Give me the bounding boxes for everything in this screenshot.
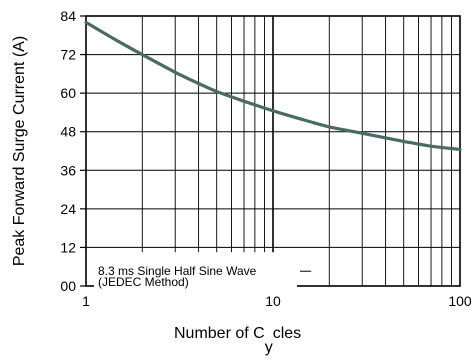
y-tick-label: 12: [60, 239, 76, 255]
x-tick-label: 100: [448, 293, 472, 309]
annotation: 8.3 ms Single Half Sine Wave (JEDEC Meth…: [94, 252, 312, 289]
y-tick-labels: 00 12 24 36 48 60 72 84: [60, 8, 76, 294]
x-axis-title-part-3: cles: [273, 325, 301, 342]
x-axis-title: Number of Cycles: [174, 325, 301, 356]
x-tick-label: 10: [265, 293, 281, 309]
y-tick-label: 36: [60, 162, 76, 178]
grid-lines: [86, 16, 460, 286]
y-tick-label: 24: [60, 201, 76, 217]
axes: [80, 15, 461, 287]
y-axis-title: Peak Forward Surge Current (A): [11, 36, 28, 266]
y-tick-label: 00: [60, 278, 76, 294]
x-tick-label: 1: [82, 293, 90, 309]
x-axis-title-part-2: y: [265, 339, 273, 356]
y-tick-label: 72: [60, 47, 76, 63]
series-group: [84, 20, 462, 151]
y-tick-label: 48: [60, 124, 76, 140]
x-axis-title-part-1: Number of C: [174, 325, 265, 342]
annotation-line-1: 8.3 ms Single Half Sine Wave: [98, 264, 257, 278]
y-tick-label: 60: [60, 85, 76, 101]
series-line: [84, 20, 462, 151]
annotation-background: [94, 252, 297, 289]
x-tick-labels: 1 10 100: [82, 293, 472, 309]
annotation-line-2: (JEDEC Method): [98, 275, 189, 289]
y-tick-label: 84: [60, 8, 76, 24]
